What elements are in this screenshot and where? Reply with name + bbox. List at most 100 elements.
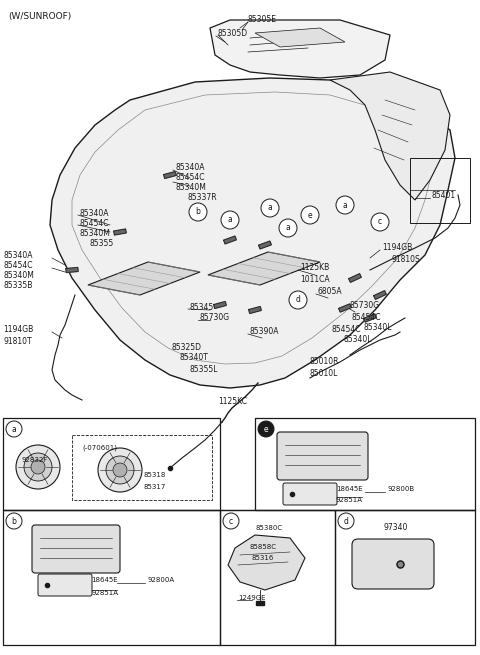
Text: 85337R: 85337R [188,193,217,202]
Text: 85340M: 85340M [175,183,206,193]
Text: 85345: 85345 [190,303,214,312]
Bar [72,435,212,500]
Circle shape [6,421,22,437]
Text: 18645E: 18645E [336,486,362,492]
Polygon shape [330,72,450,200]
Text: 85340M: 85340M [3,271,34,280]
Bar [3,418,220,510]
FancyBboxPatch shape [277,432,368,480]
Circle shape [106,456,134,484]
Text: a: a [286,223,290,233]
Circle shape [189,203,207,221]
Text: 85380C: 85380C [255,525,282,531]
Text: 85317: 85317 [144,484,167,490]
FancyBboxPatch shape [32,525,120,573]
Polygon shape [164,172,176,178]
Text: 85010R: 85010R [310,358,339,367]
Text: 85355L: 85355L [190,364,218,373]
Text: 92832F: 92832F [22,457,48,463]
Polygon shape [88,262,200,295]
Polygon shape [339,304,351,312]
Text: c: c [378,217,382,227]
Text: c: c [229,517,233,525]
Text: a: a [268,204,272,212]
Bar [3,510,220,645]
Circle shape [223,513,239,529]
Text: 92851A: 92851A [91,590,118,596]
Bar [410,158,470,223]
Circle shape [6,513,22,529]
Circle shape [289,291,307,309]
Circle shape [261,199,279,217]
Text: 85340A: 85340A [3,250,33,259]
Text: 85390A: 85390A [250,328,279,337]
Text: 85340L: 85340L [364,324,393,333]
Circle shape [336,196,354,214]
Text: 85454C: 85454C [352,314,382,322]
Text: 6805A: 6805A [318,288,343,297]
Text: 85454C: 85454C [80,219,109,227]
Circle shape [279,219,297,237]
Polygon shape [364,314,376,322]
Polygon shape [249,307,261,314]
Circle shape [221,211,239,229]
Circle shape [113,463,127,477]
Polygon shape [114,229,126,235]
Text: 1011CA: 1011CA [300,274,330,284]
Text: a: a [228,215,232,225]
Text: 91810T: 91810T [3,337,32,346]
Text: 85454C: 85454C [332,326,361,335]
FancyBboxPatch shape [283,483,337,505]
Text: a: a [12,424,16,434]
Text: e: e [264,424,268,434]
Text: 85401: 85401 [432,191,456,200]
Text: (-070601): (-070601) [82,445,117,451]
Text: 1125KC: 1125KC [218,398,247,407]
Text: 85340T: 85340T [180,354,209,362]
Text: 85010L: 85010L [310,369,338,377]
Bar [255,418,475,510]
Text: 85340A: 85340A [175,164,204,172]
Text: 85454C: 85454C [175,174,204,183]
Circle shape [31,460,45,474]
Circle shape [338,513,354,529]
Text: 85858C: 85858C [250,544,277,550]
Text: b: b [195,208,201,217]
Bar [220,510,335,645]
Polygon shape [214,301,226,309]
Text: 18645E: 18645E [91,577,118,583]
Text: b: b [12,517,16,525]
Text: 85730G: 85730G [200,314,230,322]
Polygon shape [210,20,390,78]
Polygon shape [259,241,271,249]
Text: 1249GE: 1249GE [238,595,265,601]
Text: 92851A: 92851A [336,497,363,503]
Text: 85730G: 85730G [350,301,380,310]
Text: e: e [308,210,312,219]
Polygon shape [50,78,455,388]
Polygon shape [228,535,305,590]
Polygon shape [348,274,361,282]
Text: d: d [344,517,348,525]
Text: 85454C: 85454C [3,261,33,269]
Text: 1125KB: 1125KB [300,263,329,272]
Text: 85318: 85318 [144,472,167,478]
Text: 85305E: 85305E [248,16,277,24]
Polygon shape [374,291,386,299]
Text: 85316: 85316 [252,555,275,561]
Text: 85335B: 85335B [3,280,32,290]
Text: 85355: 85355 [90,238,114,248]
Circle shape [98,448,142,492]
Circle shape [301,206,319,224]
Polygon shape [255,28,345,47]
Text: 92800B: 92800B [387,486,414,492]
Circle shape [371,213,389,231]
Text: (W/SUNROOF): (W/SUNROOF) [8,12,71,21]
Text: 85340A: 85340A [80,208,109,217]
FancyBboxPatch shape [38,574,92,596]
FancyBboxPatch shape [352,539,434,589]
Circle shape [16,445,60,489]
Text: 85340L: 85340L [344,335,372,345]
Text: 97340: 97340 [383,523,408,531]
Text: 85305D: 85305D [218,29,248,37]
